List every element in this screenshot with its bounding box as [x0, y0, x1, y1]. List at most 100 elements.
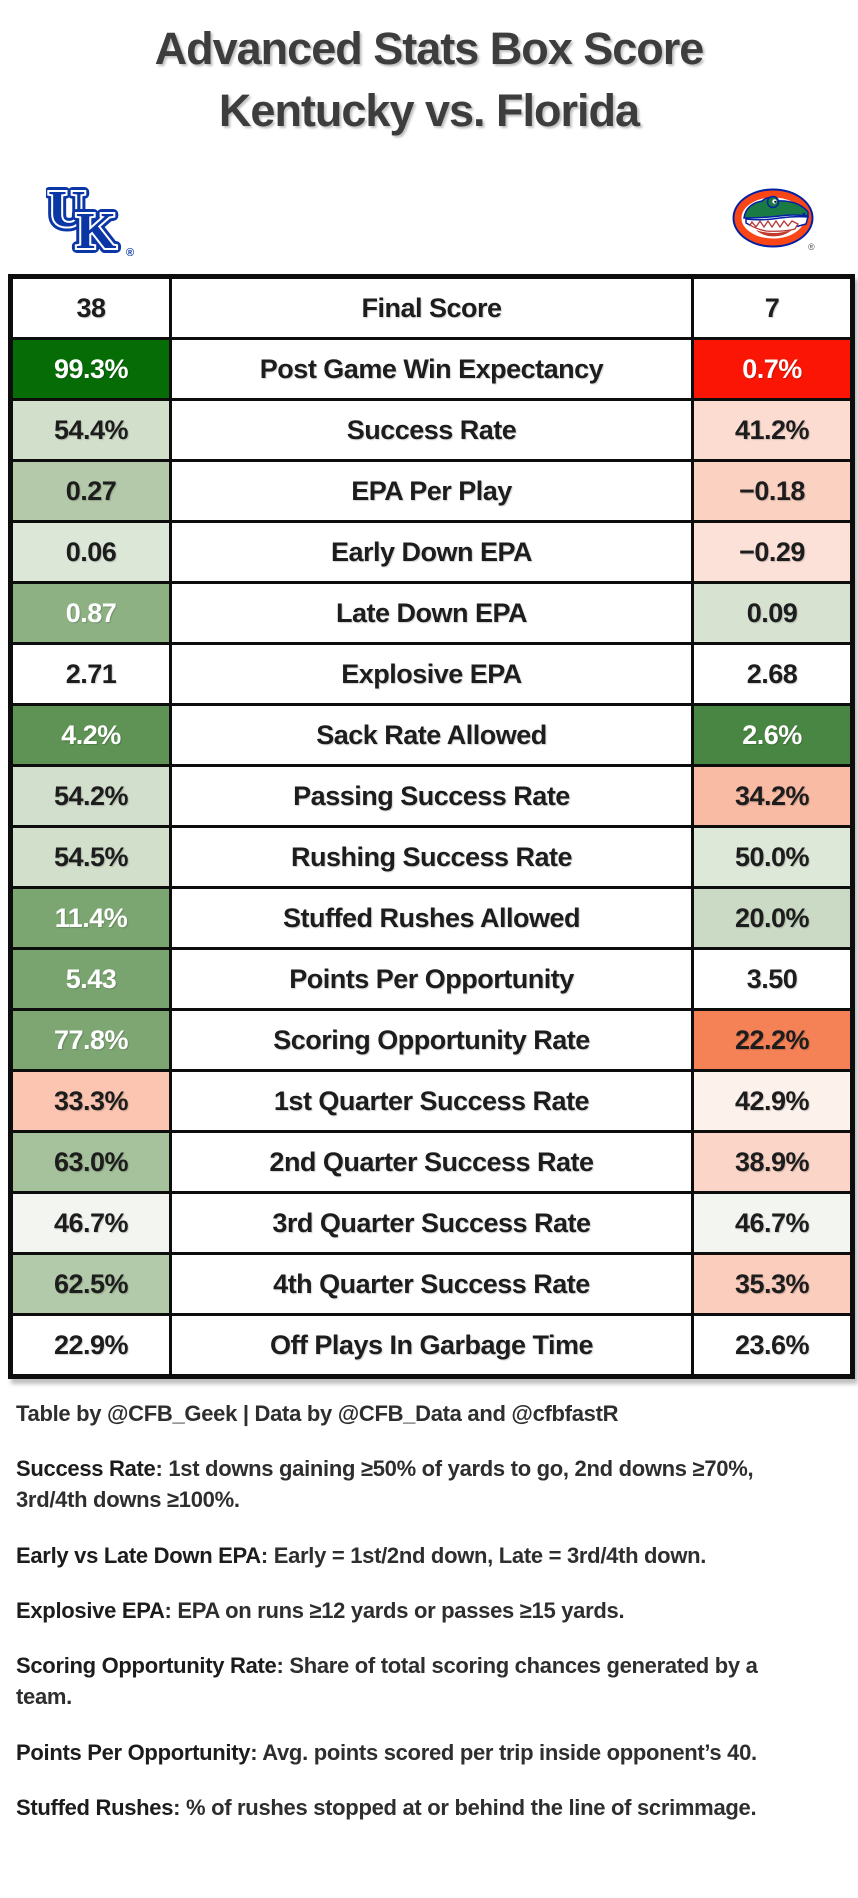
svg-text:U: U: [48, 182, 86, 238]
stat-row: 0.87 Late Down EPA 0.09: [9, 581, 854, 646]
metric-label-cell: Sack Rate Allowed: [169, 703, 694, 768]
kentucky-value-cell: 62.5%: [9, 1252, 172, 1317]
page-title: Advanced Stats Box Score Kentucky vs. Fl…: [0, 0, 858, 142]
stat-row: 0.06 Early Down EPA −0.29: [9, 520, 854, 585]
title-line-1: Advanced Stats Box Score: [154, 23, 705, 74]
stat-row: 54.2% Passing Success Rate 34.2%: [9, 764, 854, 829]
kentucky-value-cell: 46.7%: [9, 1191, 172, 1256]
metric-label-cell: Rushing Success Rate: [169, 825, 694, 890]
stat-row: 99.3% Post Game Win Expectancy 0.7%: [9, 337, 854, 402]
metric-label-cell: Success Rate: [169, 398, 694, 463]
stat-row: 62.5% 4th Quarter Success Rate 35.3%: [9, 1252, 854, 1317]
florida-value-cell: −0.29: [691, 520, 854, 585]
footnote-term: Stuffed Rushes: [16, 1794, 174, 1820]
florida-value-cell: −0.18: [691, 459, 854, 524]
florida-value-cell: 34.2%: [691, 764, 854, 829]
metric-label-cell: Stuffed Rushes Allowed: [169, 886, 694, 951]
florida-value-cell: 41.2%: [691, 398, 854, 463]
definitions-list: Success Rate: 1st downs gaining ≥50% of …: [16, 1453, 816, 1823]
kentucky-uk-logo: U U U K K K ®: [43, 176, 138, 265]
florida-value-cell: 46.7%: [691, 1191, 854, 1256]
florida-value-cell: 0.09: [691, 581, 854, 646]
footnote: Stuffed Rushes: % of rushes stopped at o…: [16, 1794, 757, 1820]
stat-row: 63.0% 2nd Quarter Success Rate 38.9%: [9, 1130, 854, 1195]
metric-label-cell: Post Game Win Expectancy: [169, 337, 694, 402]
svg-text:®: ®: [808, 242, 815, 252]
footnote-text: % of rushes stopped at or behind the lin…: [186, 1794, 757, 1820]
footnote-text: EPA on runs ≥12 yards or passes ≥15 yard…: [177, 1597, 625, 1623]
metric-label-cell: Explosive EPA: [169, 642, 694, 707]
kentucky-value-cell: 0.27: [9, 459, 172, 524]
florida-value-cell: 2.6%: [691, 703, 854, 768]
florida-value-cell: 2.68: [691, 642, 854, 707]
florida-value-cell: 42.9%: [691, 1069, 854, 1134]
footnote-term: Scoring Opportunity Rate: [16, 1653, 277, 1679]
stat-row: 2.71 Explosive EPA 2.68: [9, 642, 854, 707]
florida-value-cell: 22.2%: [691, 1008, 854, 1073]
kentucky-value-cell: 0.06: [9, 520, 172, 585]
kentucky-value-cell: 5.43: [9, 947, 172, 1012]
credit-line: Table by @CFB_Geek | Data by @CFB_Data a…: [16, 1401, 619, 1427]
kentucky-value-cell: 4.2%: [9, 703, 172, 768]
stat-row: 46.7% 3rd Quarter Success Rate 46.7%: [9, 1191, 854, 1256]
footnote: Explosive EPA: EPA on runs ≥12 yards or …: [16, 1597, 625, 1623]
svg-text:K: K: [76, 203, 117, 258]
kentucky-value-cell: 33.3%: [9, 1069, 172, 1134]
stat-row: 54.5% Rushing Success Rate 50.0%: [9, 825, 854, 890]
stat-row: 5.43 Points Per Opportunity 3.50: [9, 947, 854, 1012]
kentucky-value-cell: 22.9%: [9, 1313, 172, 1379]
metric-label-cell: 1st Quarter Success Rate: [169, 1069, 694, 1134]
metric-label-cell: Early Down EPA: [169, 520, 694, 585]
metric-label-cell: Final Score: [169, 275, 694, 341]
stat-row: 4.2% Sack Rate Allowed 2.6%: [9, 703, 854, 768]
metric-label-cell: 4th Quarter Success Rate: [169, 1252, 694, 1317]
kentucky-value-cell: 0.87: [9, 581, 172, 646]
florida-value-cell: 7: [691, 275, 854, 341]
team-logos-row: U U U K K K ®: [0, 176, 858, 265]
kentucky-value-cell: 63.0%: [9, 1130, 172, 1195]
stat-row: 54.4% Success Rate 41.2%: [9, 398, 854, 463]
stat-row: 11.4% Stuffed Rushes Allowed 20.0%: [9, 886, 854, 951]
stat-row: 38 Final Score 7: [9, 275, 854, 341]
florida-value-cell: 38.9%: [691, 1130, 854, 1195]
florida-gators-logo: ®: [732, 188, 816, 261]
florida-value-cell: 35.3%: [691, 1252, 854, 1317]
footnote: Success Rate: 1st downs gaining ≥50% of …: [16, 1456, 754, 1513]
kentucky-value-cell: 54.2%: [9, 764, 172, 829]
metric-label-cell: 3rd Quarter Success Rate: [169, 1191, 694, 1256]
svg-text:K: K: [76, 203, 117, 258]
svg-text:U: U: [48, 182, 86, 238]
stats-table-container: 38 Final Score 7 99.3% Post Game Win Expecta…: [8, 274, 855, 1380]
footnote-text: 1st downs gaining ≥50% of yards to go, 2…: [16, 1456, 754, 1513]
kentucky-value-cell: 11.4%: [9, 886, 172, 951]
title-line-2: Kentucky vs. Florida: [218, 85, 640, 137]
footnote-term: Early vs Late Down EPA: [16, 1542, 261, 1568]
footnote-term: Success Rate: [16, 1456, 156, 1482]
metric-label-cell: Off Plays In Garbage Time: [169, 1313, 694, 1379]
footnote-term: Points Per Opportunity: [16, 1739, 251, 1765]
metric-label-cell: EPA Per Play: [169, 459, 694, 524]
footnote-text: Share of total scoring chances generated…: [16, 1653, 758, 1710]
florida-value-cell: 20.0%: [691, 886, 854, 951]
footnote: Early vs Late Down EPA: Early = 1st/2nd …: [16, 1542, 707, 1568]
metric-label-cell: Scoring Opportunity Rate: [169, 1008, 694, 1073]
stat-row: 77.8% Scoring Opportunity Rate 22.2%: [9, 1008, 854, 1073]
florida-value-cell: 3.50: [691, 947, 854, 1012]
metric-label-cell: 2nd Quarter Success Rate: [169, 1130, 694, 1195]
kentucky-value-cell: 38: [9, 275, 172, 341]
metric-label-cell: Late Down EPA: [169, 581, 694, 646]
kentucky-value-cell: 99.3%: [9, 337, 172, 402]
florida-value-cell: 50.0%: [691, 825, 854, 890]
svg-text:U: U: [48, 182, 86, 238]
svg-text:K: K: [76, 203, 117, 258]
footnote-term: Explosive EPA: [16, 1597, 165, 1623]
footnote: Points Per Opportunity: Avg. points scor…: [16, 1739, 757, 1765]
advanced-stats-table: 38 Final Score 7 99.3% Post Game Win Expecta…: [8, 274, 855, 1380]
svg-text:®: ®: [126, 247, 134, 258]
stat-row: 22.9% Off Plays In Garbage Time 23.6%: [9, 1313, 854, 1379]
stat-row: 33.3% 1st Quarter Success Rate 42.9%: [9, 1069, 854, 1134]
footer-notes: Table by @CFB_Geek | Data by @CFB_Data a…: [0, 1379, 832, 1823]
footnote-text: Early = 1st/2nd down, Late = 3rd/4th dow…: [273, 1542, 707, 1568]
metric-label-cell: Passing Success Rate: [169, 764, 694, 829]
